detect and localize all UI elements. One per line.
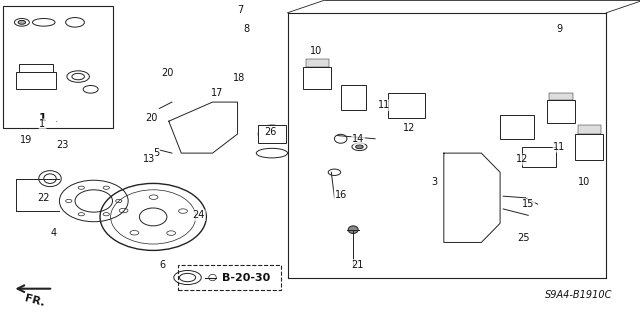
Text: 10: 10: [579, 177, 591, 187]
Text: 1: 1: [40, 119, 45, 130]
Text: 18: 18: [233, 73, 245, 83]
Bar: [178, 265, 282, 290]
Bar: [575, 134, 604, 160]
Text: 8: 8: [244, 24, 250, 34]
Ellipse shape: [348, 226, 358, 234]
Text: 10: 10: [310, 46, 322, 56]
Text: 22: 22: [38, 193, 50, 203]
Text: 4: 4: [50, 228, 56, 238]
Text: FR.: FR.: [23, 293, 45, 308]
Bar: [306, 59, 329, 67]
Text: 24: 24: [193, 210, 205, 220]
Circle shape: [18, 20, 26, 24]
Bar: [258, 125, 285, 143]
Text: 11: 11: [554, 142, 566, 152]
Text: 5: 5: [153, 148, 159, 158]
Text: 6: 6: [159, 260, 166, 270]
Text: 3: 3: [431, 177, 438, 187]
Text: 15: 15: [522, 199, 534, 209]
Text: 26: 26: [264, 127, 276, 137]
Text: 11: 11: [378, 100, 390, 110]
Text: B-20-30: B-20-30: [222, 272, 270, 283]
Polygon shape: [169, 102, 237, 153]
Text: 13: 13: [143, 154, 155, 165]
Bar: [500, 115, 534, 139]
Bar: [15, 72, 56, 89]
Bar: [340, 85, 365, 110]
Text: 9: 9: [556, 24, 563, 34]
Text: 14: 14: [352, 134, 364, 144]
Polygon shape: [444, 153, 500, 242]
Text: 21: 21: [351, 260, 364, 270]
Text: 17: 17: [211, 87, 224, 98]
Text: 20: 20: [146, 113, 158, 123]
Text: 23: 23: [56, 140, 68, 150]
Text: 12: 12: [403, 122, 415, 133]
Bar: [388, 93, 425, 118]
Bar: [303, 67, 332, 89]
Text: S9A4-B1910C: S9A4-B1910C: [545, 290, 612, 300]
Text: 1: 1: [38, 113, 46, 123]
Bar: [578, 125, 601, 134]
Text: 12: 12: [516, 154, 528, 165]
Text: 7: 7: [237, 4, 244, 15]
Text: 19: 19: [20, 135, 33, 145]
Bar: [522, 147, 556, 167]
Circle shape: [356, 145, 363, 149]
Bar: [19, 64, 53, 72]
Bar: [547, 100, 575, 123]
Text: 20: 20: [161, 68, 173, 78]
Bar: [3, 6, 113, 128]
Text: 25: 25: [518, 233, 530, 243]
Text: 16: 16: [335, 189, 347, 200]
Bar: [550, 93, 573, 100]
